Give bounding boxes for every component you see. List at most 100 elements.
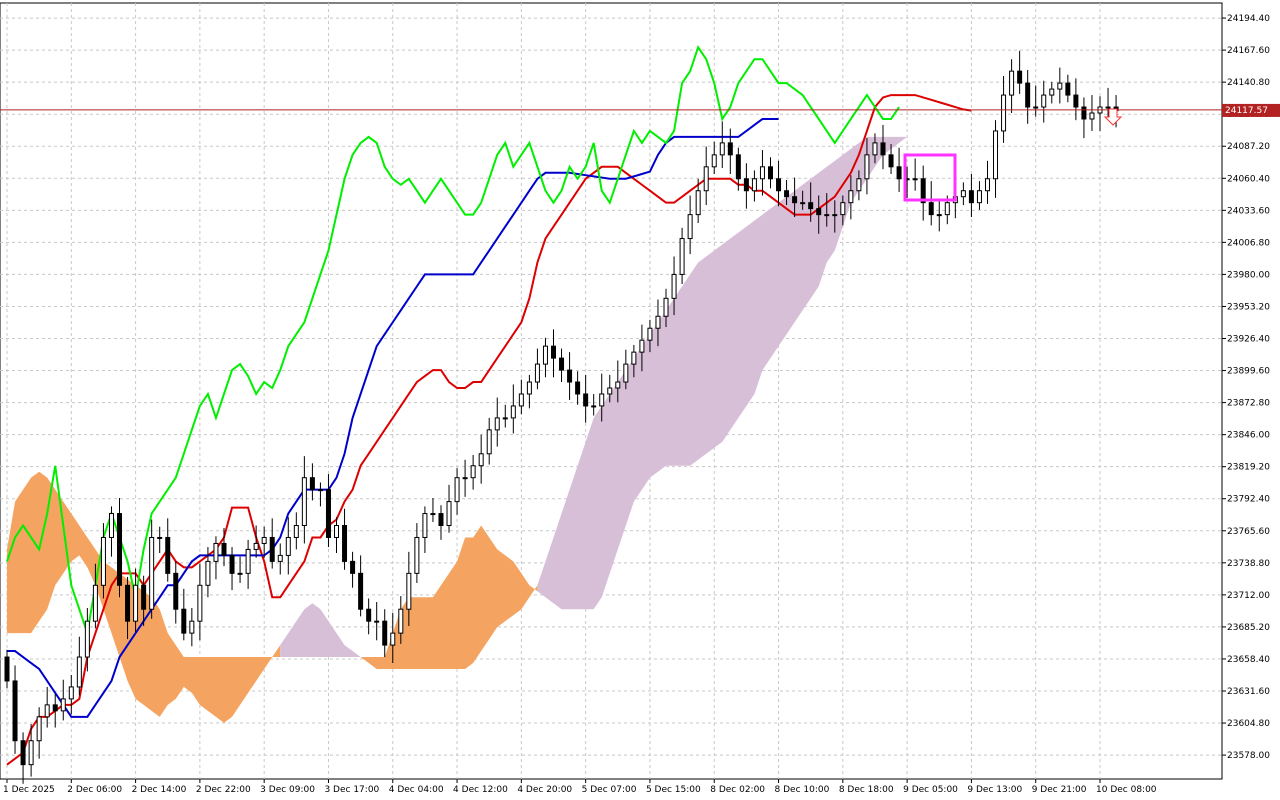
candle-up — [237, 572, 243, 575]
candle-up — [607, 387, 613, 395]
y-tick-label: 23819.20 — [1227, 463, 1270, 473]
candle-up — [856, 178, 862, 192]
candle-up — [285, 536, 291, 556]
candle-up — [446, 501, 452, 527]
x-tick-label: 2 Dec 22:00 — [196, 785, 251, 795]
candle-up — [502, 417, 508, 420]
candle-down — [165, 536, 171, 574]
x-tick-label: 2 Dec 06:00 — [67, 785, 122, 795]
down-arrow-shape — [1103, 108, 1123, 126]
candle-down — [1025, 82, 1031, 108]
x-tick-label: 8 Dec 18:00 — [839, 785, 894, 795]
candle-down — [173, 572, 179, 610]
candle-up — [534, 363, 540, 383]
y-tick-label: 24167.60 — [1227, 46, 1270, 56]
price-axis[interactable]: 24194.4024167.6024140.8024114.0024087.20… — [1222, 14, 1270, 761]
candle-down — [125, 584, 131, 622]
candle-down — [888, 154, 894, 168]
candle-down — [358, 572, 364, 610]
candle-up — [872, 142, 878, 156]
candle-up — [68, 686, 74, 700]
candle-up — [679, 238, 685, 275]
candle-up — [647, 327, 653, 341]
candle-up — [591, 405, 597, 408]
candle-up — [76, 656, 82, 688]
candle-up — [526, 381, 532, 395]
candle-up — [317, 489, 323, 492]
y-tick-label: 23980.00 — [1227, 270, 1270, 280]
candle-up — [984, 178, 990, 192]
candle-up — [334, 525, 340, 538]
candle-down — [438, 513, 444, 527]
candle-up — [253, 542, 259, 550]
candle-up — [100, 536, 106, 586]
candle-up — [663, 297, 669, 317]
candle-up — [1009, 70, 1015, 96]
candle-up — [406, 572, 412, 610]
candle-up — [936, 214, 942, 217]
candle-up — [293, 525, 299, 538]
candle-up — [695, 190, 701, 216]
candle-up — [655, 315, 661, 329]
candle-down — [968, 190, 974, 204]
candle-up — [631, 351, 637, 365]
cloud-bear-segment — [537, 136, 908, 610]
y-tick-label: 23578.00 — [1227, 751, 1270, 761]
candle-up — [840, 202, 846, 216]
candle-down — [880, 142, 886, 156]
candle-down — [229, 554, 235, 574]
x-tick-label: 4 Dec 20:00 — [517, 785, 572, 795]
grid — [0, 2, 1223, 780]
candle-up — [1057, 82, 1063, 90]
candle-down — [928, 202, 934, 216]
candle-up — [197, 584, 203, 622]
candle-down — [920, 178, 926, 204]
candle-up — [261, 536, 267, 544]
y-tick-label: 23658.40 — [1227, 655, 1270, 665]
current-price-label: 24117.57 — [1225, 106, 1268, 116]
candle-up — [1049, 88, 1055, 96]
candle-down — [816, 208, 822, 216]
candle-up — [518, 393, 524, 407]
candle-up — [1033, 106, 1039, 109]
candle-up — [36, 716, 42, 742]
candle-down — [735, 154, 741, 180]
y-tick-label: 24033.60 — [1227, 206, 1270, 216]
x-tick-label: 8 Dec 02:00 — [710, 785, 765, 795]
kijun-line — [7, 117, 779, 718]
candle-down — [1073, 94, 1079, 108]
candle-down — [350, 560, 356, 574]
candle-up — [60, 698, 66, 712]
candle-up — [542, 345, 548, 365]
candle-up — [993, 130, 999, 180]
candle-down — [20, 740, 26, 766]
x-tick-label: 9 Dec 13:00 — [967, 785, 1022, 795]
candle-up — [478, 453, 484, 467]
y-tick-label: 23846.00 — [1227, 431, 1270, 441]
signal-highlight-box — [903, 153, 957, 202]
x-tick-label: 8 Dec 10:00 — [775, 785, 830, 795]
y-tick-label: 24194.40 — [1227, 14, 1270, 24]
candle-down — [382, 620, 388, 646]
candle-up — [189, 620, 195, 634]
candle-up — [824, 214, 830, 217]
candle-up — [623, 363, 629, 383]
y-tick-label: 24006.80 — [1227, 238, 1270, 248]
candle-down — [776, 178, 782, 192]
candle-up — [486, 429, 492, 455]
candle-down — [808, 202, 814, 210]
candle-down — [366, 608, 372, 622]
y-tick-label: 23685.20 — [1227, 623, 1270, 633]
candle-up — [510, 405, 516, 419]
candle-up — [108, 513, 114, 538]
candle-down — [221, 542, 227, 556]
candle-up — [687, 214, 693, 240]
candle-up — [245, 548, 251, 574]
candle-down — [141, 584, 147, 610]
candle-up — [422, 513, 428, 538]
cloud-bear-segment — [280, 603, 361, 658]
candle-up — [832, 214, 838, 217]
time-axis[interactable]: 1 Dec 2025 2 Dec 06:00 2 Dec 14:00 2 Dec 22… — [3, 779, 1157, 795]
y-tick-label: 23765.60 — [1227, 527, 1270, 537]
